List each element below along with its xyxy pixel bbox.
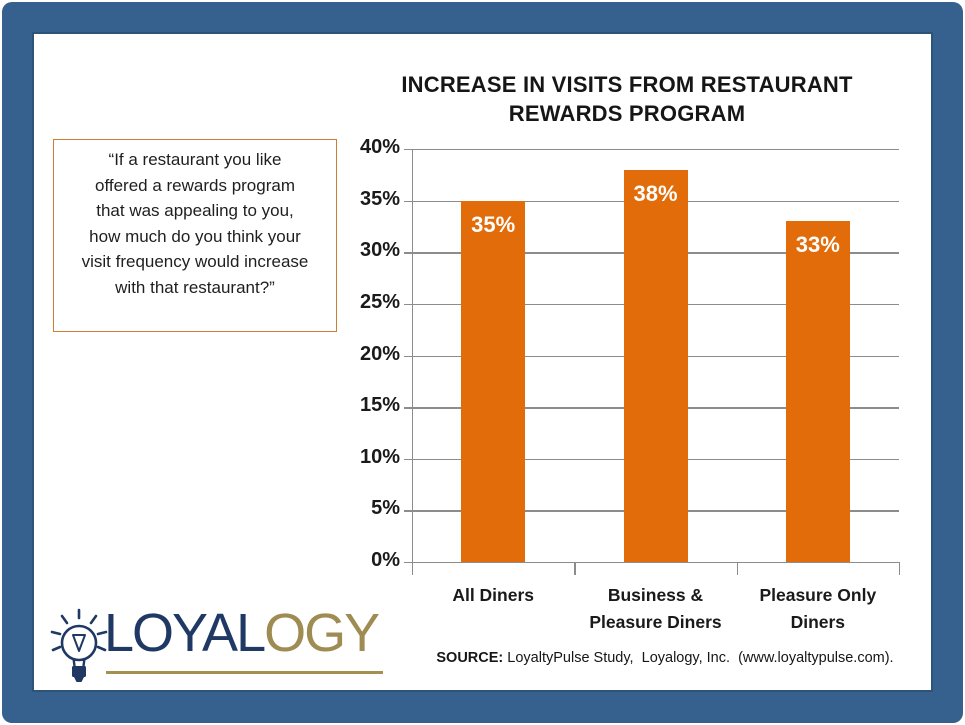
logo-wordmark: LOYALOGY [104, 603, 380, 663]
bar [461, 200, 526, 562]
category-label: Business & Pleasure Diners [564, 582, 746, 636]
gridline [404, 562, 899, 564]
x-axis-tick [412, 562, 414, 575]
lightbulb-icon [50, 608, 108, 682]
survey-question-text: “If a restaurant you like offered a rewa… [81, 150, 309, 297]
category-label: Pleasure Only Diners [727, 582, 909, 636]
y-axis-label: 0% [371, 549, 400, 571]
bar [785, 221, 850, 562]
slide-content: INCREASE IN VISITS FROM RESTAURANT REWAR… [34, 34, 931, 690]
y-axis-label: 35% [359, 187, 400, 210]
y-axis-label: 25% [359, 290, 400, 313]
source-label: SOURCE: [436, 650, 504, 666]
chart-title-line1: INCREASE IN VISITS FROM RESTAURANT [401, 72, 853, 97]
x-axis-tick [736, 562, 739, 575]
category-label-line: Pleasure Only [759, 585, 877, 605]
bar-value-label: 35% [471, 211, 516, 237]
source-text: LoyaltyPulse Study, Loyalogy, Inc. (www.… [503, 650, 894, 666]
y-axis-label: 5% [371, 497, 400, 520]
logo-underline [106, 671, 383, 674]
y-axis-label: 10% [359, 445, 400, 468]
category-label-line: Diners [790, 612, 846, 632]
x-axis-tick [899, 562, 901, 575]
chart-title: INCREASE IN VISITS FROM RESTAURANT REWAR… [327, 70, 927, 128]
category-label-line: Business & [607, 585, 704, 605]
y-axis-label: 40% [359, 136, 400, 158]
bar-chart: 0% 5% 10% 15% 20% 25% 30% 35% 40% 35% All Diners 38… [314, 136, 934, 694]
logo-word-primary: LOYAL [104, 603, 266, 663]
source-line: SOURCE: LoyaltyPulse Study, Loyalogy, In… [395, 650, 935, 666]
category-label-line: All Diners [452, 585, 535, 605]
bar [623, 169, 688, 562]
x-axis-tick [574, 562, 576, 575]
y-axis-line [412, 149, 414, 562]
bar-value-label: 38% [633, 180, 678, 206]
logo-word-secondary: OGY [264, 603, 380, 663]
category-label: All Diners [402, 582, 584, 609]
y-axis-label: 30% [359, 239, 400, 262]
y-axis-label: 20% [359, 342, 400, 365]
chart-title-line2: REWARDS PROGRAM [508, 101, 746, 126]
category-label-line: Pleasure Diners [589, 612, 722, 632]
survey-question-box: “If a restaurant you like offered a rewa… [53, 139, 337, 332]
gridline [404, 149, 899, 151]
y-axis-label: 15% [359, 394, 400, 417]
bar-value-label: 33% [795, 232, 840, 258]
